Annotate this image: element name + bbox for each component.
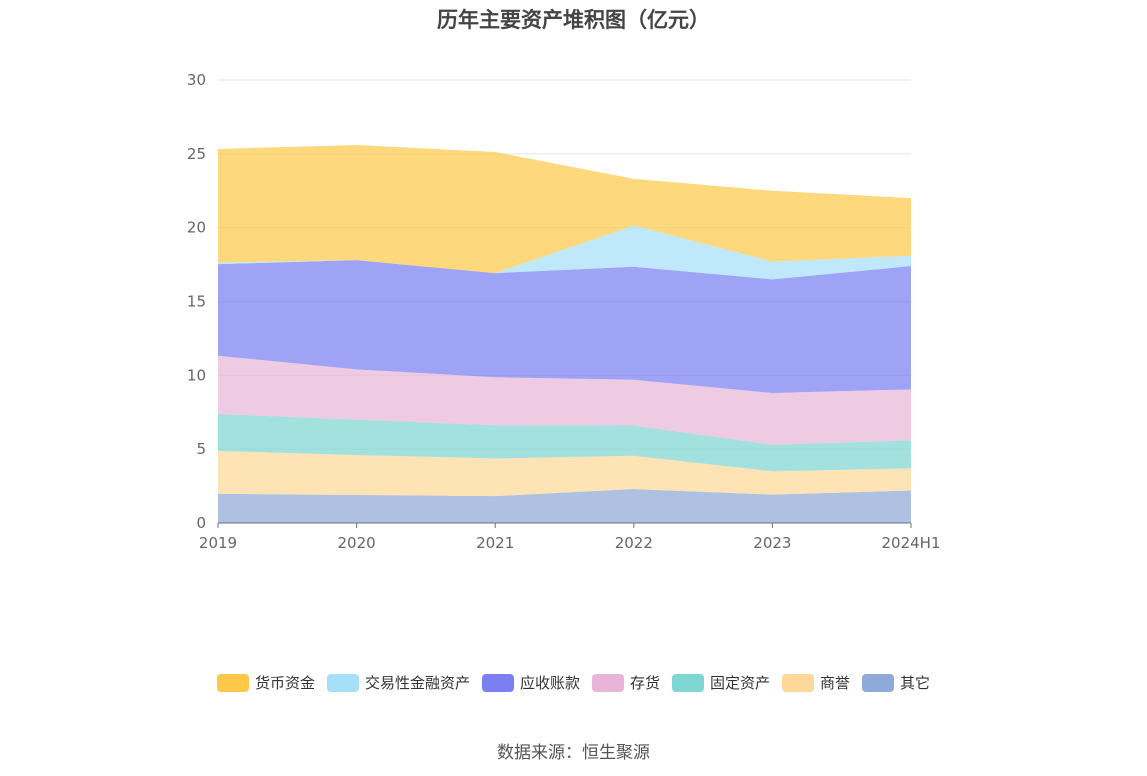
area-固定资产 <box>218 414 911 472</box>
legend-swatch <box>672 673 704 692</box>
legend-swatch <box>862 673 895 692</box>
area-应收账款 <box>218 260 911 394</box>
chart-title: 历年主要资产堆积图（亿元） <box>437 8 710 32</box>
y-tick-label: 0 <box>196 514 206 532</box>
legend-label: 应收账款 <box>519 674 580 692</box>
y-tick-label: 30 <box>187 71 206 89</box>
area-商誉 <box>218 450 911 497</box>
x-tick-label: 2023 <box>753 534 791 552</box>
y-tick-label: 5 <box>196 440 206 458</box>
legend-item[interactable]: 应收账款 <box>481 672 580 693</box>
area-存货 <box>218 355 911 445</box>
axes: 0 5 10 15 20 25 30 2019 2020 2021 2022 2023 2024H1 <box>187 71 941 552</box>
y-tick-label: 15 <box>187 293 206 311</box>
legend-item[interactable]: 货币资金 <box>216 672 315 693</box>
legend: 货币资金 交易性金融资产 应收账款 存货 固定资产 商誉 其它 <box>0 672 1147 693</box>
y-tick-label: 25 <box>187 145 206 163</box>
legend-item[interactable]: 其它 <box>862 672 930 693</box>
area-交易性金融资产 <box>218 225 911 280</box>
x-tick-label: 2021 <box>476 534 514 552</box>
x-tick-label: 2019 <box>199 534 237 552</box>
data-source-note: 数据来源：恒生聚源 <box>497 743 650 763</box>
area-series <box>218 144 911 523</box>
legend-label: 存货 <box>629 674 660 692</box>
legend-swatch <box>782 673 815 692</box>
x-tick-label: 2022 <box>615 534 653 552</box>
y-tick-label: 20 <box>187 219 206 237</box>
legend-item[interactable]: 存货 <box>591 672 660 693</box>
legend-swatch <box>216 673 249 692</box>
area-其它 <box>218 489 911 523</box>
legend-label: 其它 <box>900 674 931 692</box>
legend-item[interactable]: 固定资产 <box>672 672 770 693</box>
legend-swatch <box>481 673 514 692</box>
x-tick-label: 2024H1 <box>882 534 941 552</box>
legend-label: 商誉 <box>820 674 851 692</box>
legend-item[interactable]: 交易性金融资产 <box>326 672 470 693</box>
legend-label: 交易性金融资产 <box>364 674 470 692</box>
area-货币资金 <box>218 144 911 274</box>
legend-item[interactable]: 商誉 <box>782 672 850 693</box>
legend-swatch <box>326 673 359 692</box>
legend-label: 固定资产 <box>710 674 771 692</box>
legend-label: 货币资金 <box>254 674 315 692</box>
y-tick-label: 10 <box>187 366 206 384</box>
x-tick-label: 2020 <box>338 534 376 552</box>
legend-swatch <box>591 673 624 692</box>
